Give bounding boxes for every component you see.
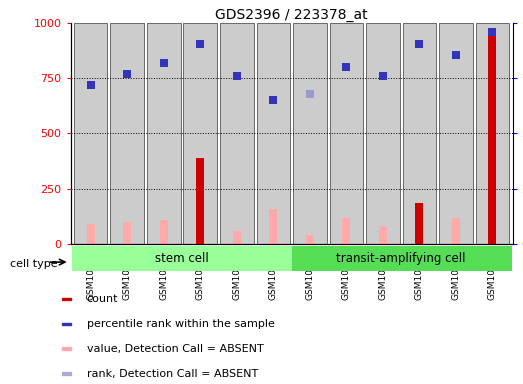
Bar xyxy=(488,32,496,244)
Point xyxy=(488,29,497,35)
Bar xyxy=(110,23,144,244)
Bar xyxy=(293,23,327,244)
Text: cell type: cell type xyxy=(10,259,58,269)
Bar xyxy=(329,23,363,244)
Point xyxy=(305,91,314,97)
Bar xyxy=(366,23,400,244)
Point xyxy=(379,73,387,79)
Bar xyxy=(87,224,95,244)
Text: value, Detection Call = ABSENT: value, Detection Call = ABSENT xyxy=(87,344,264,354)
Point xyxy=(86,82,95,88)
Bar xyxy=(343,218,350,244)
Bar xyxy=(233,230,241,244)
Text: percentile rank within the sample: percentile rank within the sample xyxy=(87,319,275,329)
Point xyxy=(160,60,168,66)
Bar xyxy=(62,348,71,350)
Point xyxy=(269,97,278,103)
Point xyxy=(196,41,204,47)
Bar xyxy=(160,220,168,244)
Bar xyxy=(62,372,71,375)
Text: transit-amplifying cell: transit-amplifying cell xyxy=(336,252,466,265)
Bar xyxy=(403,23,436,244)
Bar xyxy=(72,246,292,271)
Bar xyxy=(415,203,424,244)
Point xyxy=(452,52,460,58)
Bar xyxy=(184,23,217,244)
Bar xyxy=(62,323,71,325)
Bar xyxy=(291,246,511,271)
Bar xyxy=(439,23,473,244)
Text: count: count xyxy=(87,294,118,304)
Bar xyxy=(269,209,277,244)
Bar xyxy=(306,235,314,244)
Bar xyxy=(220,23,254,244)
Text: rank, Detection Call = ABSENT: rank, Detection Call = ABSENT xyxy=(87,369,258,379)
Bar xyxy=(62,298,71,300)
Point xyxy=(123,71,131,77)
Point xyxy=(233,73,241,79)
Bar xyxy=(256,23,290,244)
Point xyxy=(415,41,424,47)
Bar xyxy=(147,23,180,244)
Bar xyxy=(475,23,509,244)
Bar xyxy=(74,23,108,244)
Text: stem cell: stem cell xyxy=(155,252,209,265)
Bar xyxy=(379,226,387,244)
Bar xyxy=(452,218,460,244)
Bar xyxy=(123,222,131,244)
Title: GDS2396 / 223378_at: GDS2396 / 223378_at xyxy=(215,8,368,22)
Point xyxy=(342,64,350,70)
Bar xyxy=(196,158,204,244)
